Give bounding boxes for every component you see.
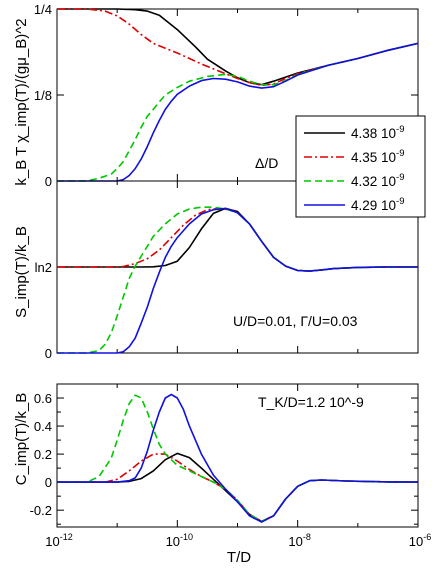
delta-annotation: Δ/D [255, 155, 278, 171]
legend-label-4: 4.29 10-9 [351, 196, 405, 213]
entropy-series-2 [57, 207, 418, 272]
chi-axis-label: k_B T χ_imp(T)/(gμ_B)^2 [13, 18, 30, 185]
entropy-series-4 [57, 207, 418, 354]
kondo-temperature-annotation: T_K/D=1.2 10^-9 [258, 394, 364, 410]
entropy-y-tick-label: 0 [45, 346, 52, 361]
entropy-axis-label: S_imp(T)/k_B [13, 226, 30, 318]
x-tick-label: 10-6 [409, 532, 431, 549]
specific-heat-series-4 [57, 393, 419, 523]
specific-heat-y-tick-label: -0.2 [30, 503, 52, 518]
x-tick-label: 10-8 [288, 532, 310, 549]
chi-y-tick-label: 0 [45, 174, 52, 189]
legend-label-2: 4.35 10-9 [351, 148, 405, 165]
x-axis-label: T/D [227, 549, 251, 566]
panel-entropy: 0 ln2 [35, 180, 419, 361]
entropy-y-tick-label: ln2 [35, 260, 52, 275]
chi-series-1 [57, 8, 419, 86]
panel-chi: 0 1/8 1/4 [34, 2, 419, 189]
specific-heat-series-2 [57, 453, 419, 523]
specific-heat-y-tick-label: 0.2 [34, 447, 52, 462]
chi-y-tick-label: 1/4 [34, 2, 52, 17]
specific-heat-series-1 [57, 452, 419, 523]
params-annotation: U/D=0.01, Γ/U=0.03 [233, 313, 358, 329]
entropy-series-1 [57, 207, 418, 272]
legend-label-3: 4.32 10-9 [351, 172, 405, 189]
specific-heat-frame [56, 383, 419, 528]
chi-series-4 [57, 42, 419, 182]
x-tick-label: 10-10 [166, 532, 193, 549]
chi-series-2 [57, 8, 419, 87]
specific-heat-y-tick-label: 0.4 [34, 419, 52, 434]
chi-y-tick-label: 1/8 [34, 88, 52, 103]
specific-heat-y-tick-label: 0 [45, 475, 52, 490]
specific-heat-axis-label: C_imp(T)/k_B [13, 393, 30, 486]
legend: 4.38 10-9 4.35 10-9 4.32 10-9 4.29 10-9 [295, 115, 426, 218]
specific-heat-y-tick-label: 0.6 [34, 391, 52, 406]
x-tick-label: 10-12 [45, 532, 72, 549]
panel-specific-heat: -0.2 0 0.2 0.4 0.6 10-12 10-10 10-8 10-6 [30, 383, 431, 549]
legend-label-1: 4.38 10-9 [351, 124, 405, 141]
entropy-series-3 [57, 206, 418, 354]
